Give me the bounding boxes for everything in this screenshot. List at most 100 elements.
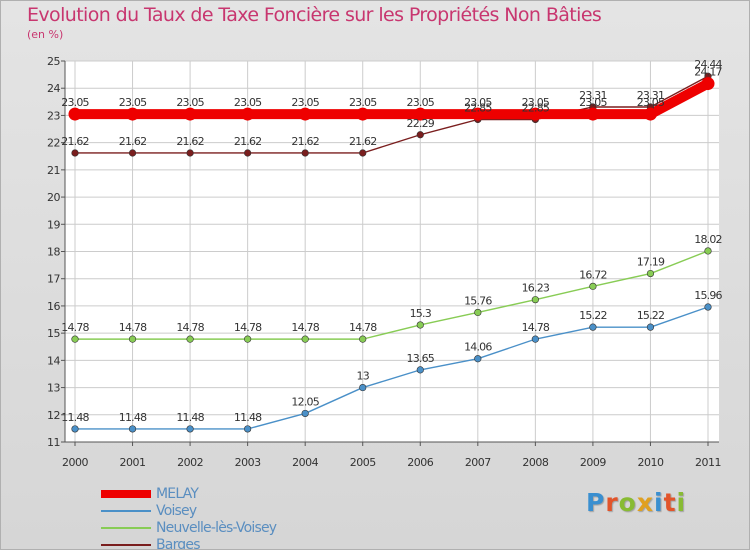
data-label-neuvelle-l-s-voisey: 15.76 [464,294,492,307]
data-point-melay [528,107,542,121]
data-label-voisey: 12.05 [291,395,319,408]
data-label-melay: 23.05 [291,96,319,109]
legend-swatch [101,510,151,512]
y-tick-label: 20 [47,191,60,204]
y-tick-label: 18 [47,246,60,259]
data-point-voisey [301,409,309,418]
x-tick-label: 2005 [350,456,376,469]
y-tick-label: 24 [47,82,60,95]
data-label-melay: 24.17 [694,66,722,79]
series-line-melay [70,78,713,120]
y-tick-label: 19 [47,218,60,231]
legend-label: Barges [156,537,200,550]
proxiti-logo: Proxiti [586,488,686,517]
data-label-melay: 23.05 [61,96,89,109]
data-point-neuvelle-l-s-voisey [186,335,194,343]
x-tick-label: 2001 [120,456,146,469]
legend-label: Voisey [156,503,197,519]
legend-swatch [101,544,151,546]
data-label-neuvelle-l-s-voisey: 14.78 [119,321,147,334]
data-point-melay [126,107,140,121]
x-tick-label: 2002 [177,456,203,469]
x-tick-label: 2010 [637,456,663,469]
data-label-melay: 23.05 [579,96,607,109]
data-point-melay [298,107,312,121]
data-label-melay: 23.05 [637,96,665,109]
data-label-neuvelle-l-s-voisey: 14.78 [234,321,262,334]
data-point-barges [301,149,309,157]
data-point-voisey [128,425,137,433]
data-label-barges: 21.62 [291,135,319,148]
data-label-neuvelle-l-s-voisey: 14.78 [349,321,377,334]
data-label-voisey: 15.22 [637,309,665,322]
data-label-barges: 22.85 [522,102,550,115]
data-point-melay [183,107,197,121]
y-tick-label: 22 [47,137,60,150]
data-label-neuvelle-l-s-voisey: 15.3 [410,307,432,320]
data-label-voisey: 15.22 [579,309,607,322]
data-point-melay [643,107,657,121]
data-label-melay: 23.05 [234,96,262,109]
data-point-voisey [589,323,597,331]
data-label-barges: 22.29 [407,117,435,130]
data-point-neuvelle-l-s-voisey [474,308,482,317]
y-tick-label: 21 [47,164,60,177]
data-label-neuvelle-l-s-voisey: 14.78 [176,321,204,334]
data-point-neuvelle-l-s-voisey [704,247,712,255]
data-label-voisey: 13.65 [407,352,435,365]
data-point-melay [413,107,427,121]
data-label-melay: 23.05 [522,96,550,109]
data-label-neuvelle-l-s-voisey: 17.19 [637,256,665,269]
x-tick-label: 2000 [62,456,88,469]
logo-letter: i [654,488,664,517]
data-point-neuvelle-l-s-voisey [359,335,367,343]
y-tick-label: 11 [47,436,60,449]
chart-title: Evolution du Taux de Taxe Foncière sur l… [27,4,602,26]
x-tick-label: 2009 [580,456,606,469]
data-point-barges [128,149,137,157]
data-point-voisey [531,335,539,343]
legend-label: MELAY [156,486,199,502]
data-point-neuvelle-l-s-voisey [244,335,252,343]
data-point-neuvelle-l-s-voisey [301,335,309,343]
data-label-neuvelle-l-s-voisey: 16.23 [522,282,550,295]
data-point-melay [701,77,715,91]
data-label-voisey: 11.48 [176,411,204,424]
data-point-neuvelle-l-s-voisey [71,335,79,343]
data-point-melay [241,107,255,121]
data-point-voisey [71,425,79,433]
data-label-voisey: 14.78 [522,321,550,334]
y-tick-label: 12 [47,409,60,422]
data-label-voisey: 11.48 [234,411,262,424]
data-point-voisey [704,303,712,311]
data-point-barges [244,149,252,157]
x-tick-label: 2006 [407,456,433,469]
logo-letter: x [636,488,654,517]
data-point-voisey [359,383,367,392]
data-label-voisey: 14.06 [464,341,492,354]
data-point-neuvelle-l-s-voisey [646,269,655,278]
logo-letter: t [663,488,677,517]
data-label-voisey: 11.48 [119,411,147,424]
legend-swatch [101,490,151,498]
data-point-voisey [244,425,252,433]
series-line-neuvelle-l-s-voisey [74,250,709,340]
data-point-barges [359,149,367,157]
y-tick-label: 13 [47,382,60,395]
y-tick-label: 15 [47,327,60,340]
data-point-voisey [416,366,424,374]
data-point-neuvelle-l-s-voisey [128,335,137,343]
data-label-barges: 21.62 [234,135,262,148]
data-point-barges [416,131,424,139]
y-tick-label: 25 [47,55,60,68]
data-point-voisey [474,355,482,363]
legend-label: Neuvelle-lès-Voisey [156,520,277,536]
y-tick-label: 23 [47,109,60,122]
data-label-barges: 24.44 [694,58,722,71]
data-label-melay: 23.05 [176,96,204,109]
data-label-neuvelle-l-s-voisey: 18.02 [694,233,722,246]
data-point-melay [356,107,370,121]
data-label-neuvelle-l-s-voisey: 16.72 [579,268,607,281]
logo-letter: i [676,488,687,517]
